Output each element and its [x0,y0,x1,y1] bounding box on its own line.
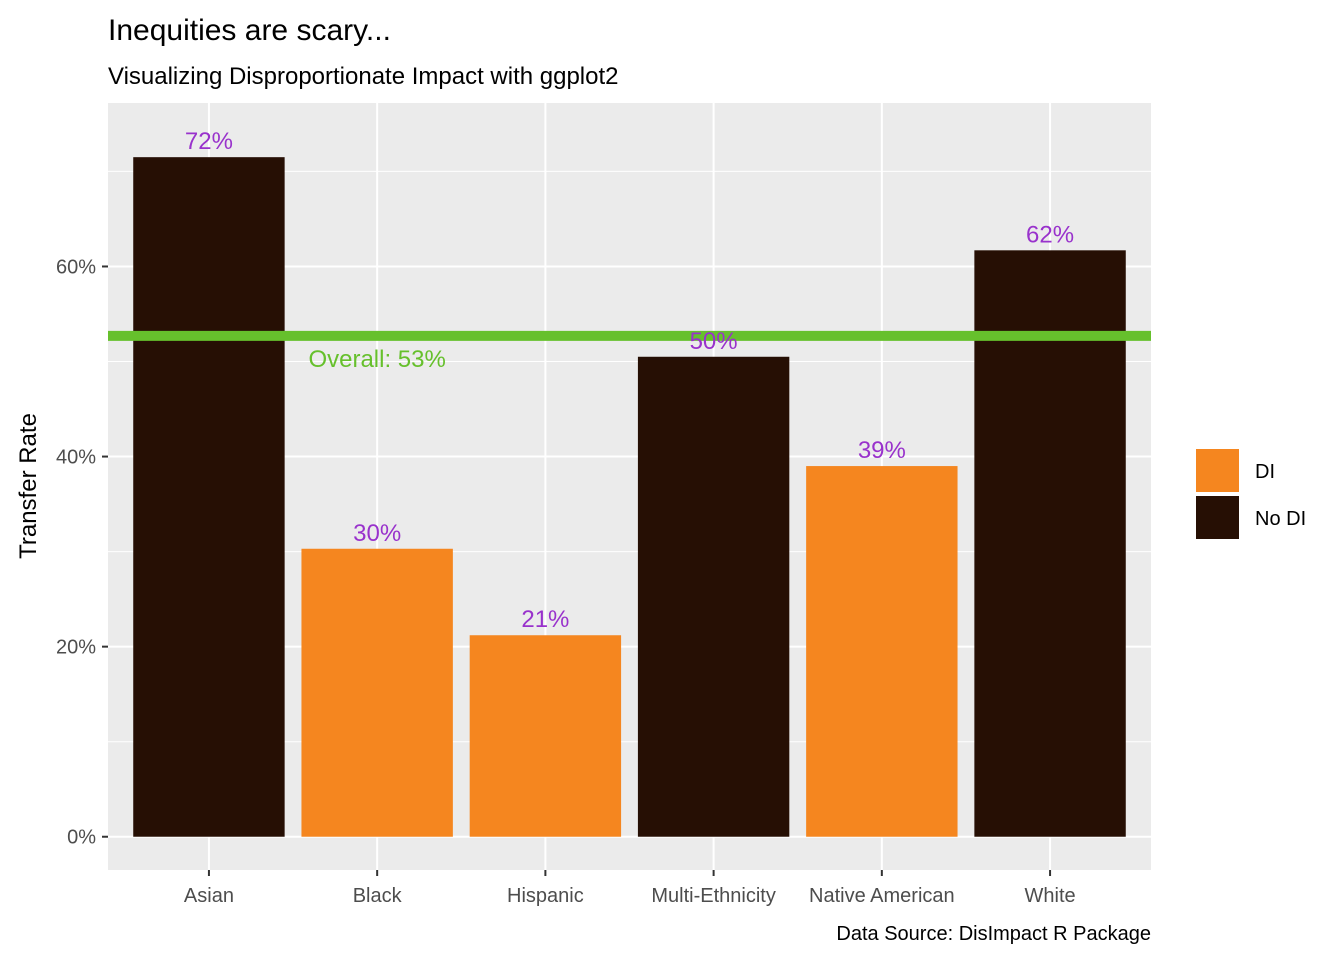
bar-asian [133,157,285,837]
y-axis: 0% 20% 40% 60% [56,256,108,849]
bar-hispanic [469,635,622,837]
bar-black [301,548,453,837]
legend-label: No DI [1255,508,1306,530]
y-tick-label: 40% [56,447,96,469]
bar-white [974,250,1126,837]
legend-label: DI [1255,461,1275,483]
bar-value-labels: 72% 30% 21% 50% 39% 62% [185,128,1074,633]
x-tick-label: White [1025,885,1076,907]
x-tick-label: Multi-Ethnicity [651,885,775,907]
bar-native-american [806,466,958,837]
bar-value-label: 62% [1026,221,1074,248]
y-axis-title: Transfer Rate [15,413,42,559]
reference-line-group: Overall: 53% [108,330,1151,373]
legend-key [1196,496,1239,539]
bar-multi-ethnicity [637,356,790,837]
x-tick-label: Native American [809,885,955,907]
x-tick-label: Asian [184,885,234,907]
x-tick-label: Hispanic [507,885,584,907]
caption: Data Source: DisImpact R Package [836,923,1151,945]
chart-subtitle: Visualizing Disproportionate Impact with… [108,63,619,90]
chart-title: Inequities are scary... [108,14,391,47]
bar-value-label: 50% [690,328,738,355]
y-tick-label: 0% [67,827,96,849]
x-axis: Asian Black Hispanic Multi-Ethnicity Native … [184,870,1076,907]
bar-value-label: 21% [521,606,569,633]
bars [133,157,1126,837]
y-tick-label: 60% [56,256,96,278]
legend: DI No DI [1196,449,1306,539]
bar-value-label: 39% [858,437,906,464]
legend-key [1196,449,1239,492]
y-tick-label: 20% [56,637,96,659]
overall-reference-label: Overall: 53% [308,346,445,373]
bar-value-label: 72% [185,128,233,155]
bar-value-label: 30% [353,520,401,547]
x-tick-label: Black [353,885,403,907]
